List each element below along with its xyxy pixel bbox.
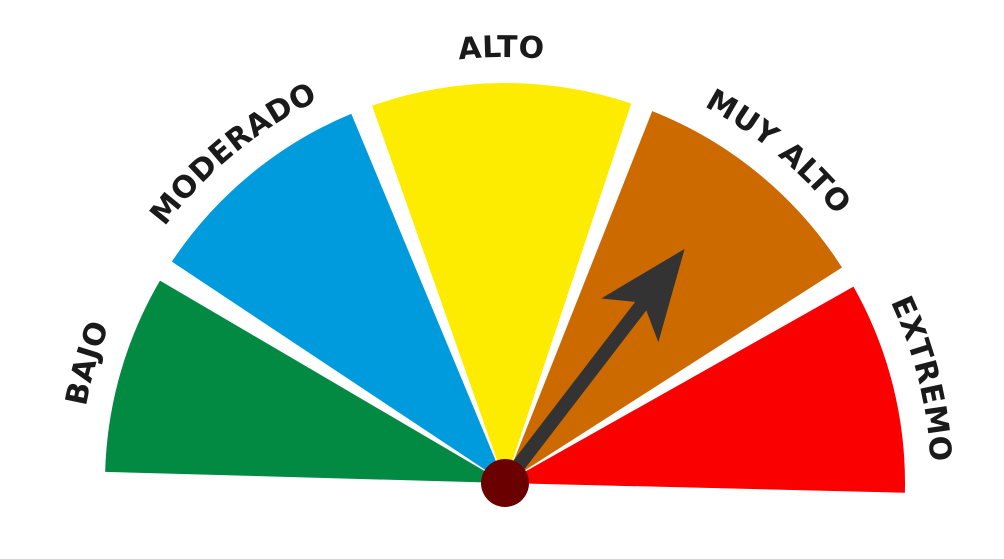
needle-arrow-icon xyxy=(499,248,685,488)
segment-extremo xyxy=(505,286,905,493)
label-alto: ALTO xyxy=(457,30,546,67)
needle-hub xyxy=(481,459,529,507)
segment-moderado xyxy=(171,113,505,483)
label-bajo: BAJO xyxy=(59,316,116,408)
segment-muy-alto xyxy=(505,111,842,483)
gauge-segments xyxy=(105,83,905,493)
segment-alto xyxy=(372,83,632,483)
segment-bajo xyxy=(105,280,505,483)
